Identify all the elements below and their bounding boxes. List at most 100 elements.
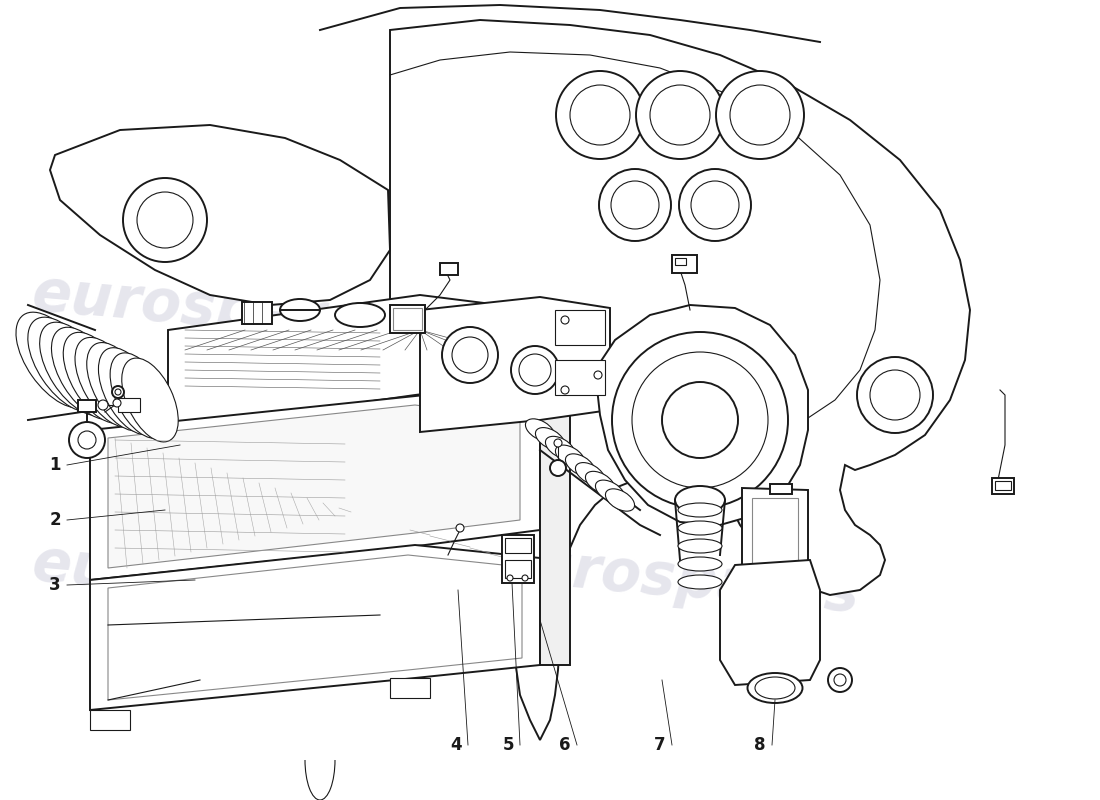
Ellipse shape bbox=[678, 539, 722, 553]
Text: eurospares: eurospares bbox=[30, 535, 403, 625]
Bar bbox=[556, 360, 605, 395]
Polygon shape bbox=[108, 405, 520, 568]
Circle shape bbox=[452, 337, 488, 373]
Circle shape bbox=[561, 386, 569, 394]
Ellipse shape bbox=[595, 480, 625, 502]
Ellipse shape bbox=[678, 503, 722, 517]
Bar bbox=[242, 302, 272, 324]
Text: 8: 8 bbox=[755, 736, 766, 754]
Polygon shape bbox=[752, 498, 798, 570]
Ellipse shape bbox=[75, 338, 141, 427]
Ellipse shape bbox=[675, 486, 725, 514]
Ellipse shape bbox=[605, 489, 635, 511]
Circle shape bbox=[870, 370, 920, 420]
Circle shape bbox=[650, 85, 710, 145]
Text: 5: 5 bbox=[503, 736, 514, 754]
Circle shape bbox=[610, 181, 659, 229]
Polygon shape bbox=[420, 297, 610, 432]
Circle shape bbox=[138, 192, 192, 248]
Text: 7: 7 bbox=[654, 736, 666, 754]
Circle shape bbox=[612, 332, 788, 508]
Polygon shape bbox=[90, 545, 540, 710]
Bar bbox=[770, 484, 792, 494]
Text: 4: 4 bbox=[450, 736, 462, 754]
Circle shape bbox=[554, 439, 562, 447]
Bar bbox=[118, 398, 140, 412]
Polygon shape bbox=[390, 20, 970, 740]
Text: 1: 1 bbox=[50, 456, 60, 474]
Ellipse shape bbox=[546, 436, 574, 458]
Ellipse shape bbox=[28, 317, 103, 412]
Bar bbox=[992, 478, 1014, 494]
Circle shape bbox=[112, 386, 124, 398]
Circle shape bbox=[123, 178, 207, 262]
Polygon shape bbox=[168, 295, 540, 430]
Bar bbox=[556, 310, 605, 345]
Circle shape bbox=[570, 85, 630, 145]
Circle shape bbox=[456, 524, 464, 532]
Circle shape bbox=[507, 575, 513, 581]
Polygon shape bbox=[390, 678, 430, 698]
Polygon shape bbox=[108, 555, 522, 700]
Bar bbox=[502, 535, 534, 583]
Ellipse shape bbox=[678, 557, 722, 571]
Circle shape bbox=[519, 354, 551, 386]
Bar bbox=[675, 258, 686, 265]
Circle shape bbox=[116, 389, 121, 395]
Polygon shape bbox=[50, 125, 390, 305]
Text: 2: 2 bbox=[50, 511, 60, 529]
Circle shape bbox=[691, 181, 739, 229]
Ellipse shape bbox=[110, 353, 168, 438]
Circle shape bbox=[662, 382, 738, 458]
Ellipse shape bbox=[565, 454, 595, 476]
Circle shape bbox=[556, 71, 644, 159]
Ellipse shape bbox=[64, 332, 131, 423]
Circle shape bbox=[636, 71, 724, 159]
Ellipse shape bbox=[678, 575, 722, 589]
Bar bbox=[540, 310, 570, 665]
Circle shape bbox=[550, 460, 566, 476]
Ellipse shape bbox=[40, 322, 112, 415]
Circle shape bbox=[561, 316, 569, 324]
Ellipse shape bbox=[122, 358, 178, 442]
Ellipse shape bbox=[575, 462, 605, 485]
Circle shape bbox=[78, 431, 96, 449]
Circle shape bbox=[594, 371, 602, 379]
Ellipse shape bbox=[87, 342, 150, 430]
Circle shape bbox=[730, 85, 790, 145]
Circle shape bbox=[857, 357, 933, 433]
Circle shape bbox=[522, 575, 528, 581]
Text: eurospares: eurospares bbox=[30, 266, 403, 354]
Bar bbox=[393, 308, 422, 330]
Circle shape bbox=[632, 352, 768, 488]
Ellipse shape bbox=[52, 327, 122, 419]
Circle shape bbox=[834, 674, 846, 686]
Text: eurospares: eurospares bbox=[490, 266, 862, 354]
Bar bbox=[390, 305, 425, 333]
Polygon shape bbox=[595, 305, 808, 525]
Bar bbox=[78, 400, 96, 412]
Polygon shape bbox=[720, 560, 820, 685]
Ellipse shape bbox=[748, 673, 803, 703]
Bar bbox=[440, 263, 458, 275]
Circle shape bbox=[828, 668, 852, 692]
Ellipse shape bbox=[556, 445, 584, 467]
Circle shape bbox=[113, 399, 121, 407]
Ellipse shape bbox=[755, 677, 795, 699]
Ellipse shape bbox=[526, 419, 554, 441]
Polygon shape bbox=[90, 395, 540, 580]
Ellipse shape bbox=[585, 471, 615, 494]
Ellipse shape bbox=[99, 348, 160, 434]
Text: 6: 6 bbox=[559, 736, 571, 754]
Ellipse shape bbox=[336, 303, 385, 327]
Bar bbox=[505, 538, 531, 553]
Text: eurospares: eurospares bbox=[490, 535, 862, 625]
Ellipse shape bbox=[280, 299, 320, 321]
Bar bbox=[672, 255, 697, 273]
Bar bbox=[996, 481, 1011, 490]
Circle shape bbox=[512, 346, 559, 394]
Circle shape bbox=[716, 71, 804, 159]
Polygon shape bbox=[742, 488, 808, 580]
Circle shape bbox=[442, 327, 498, 383]
Ellipse shape bbox=[678, 521, 722, 535]
